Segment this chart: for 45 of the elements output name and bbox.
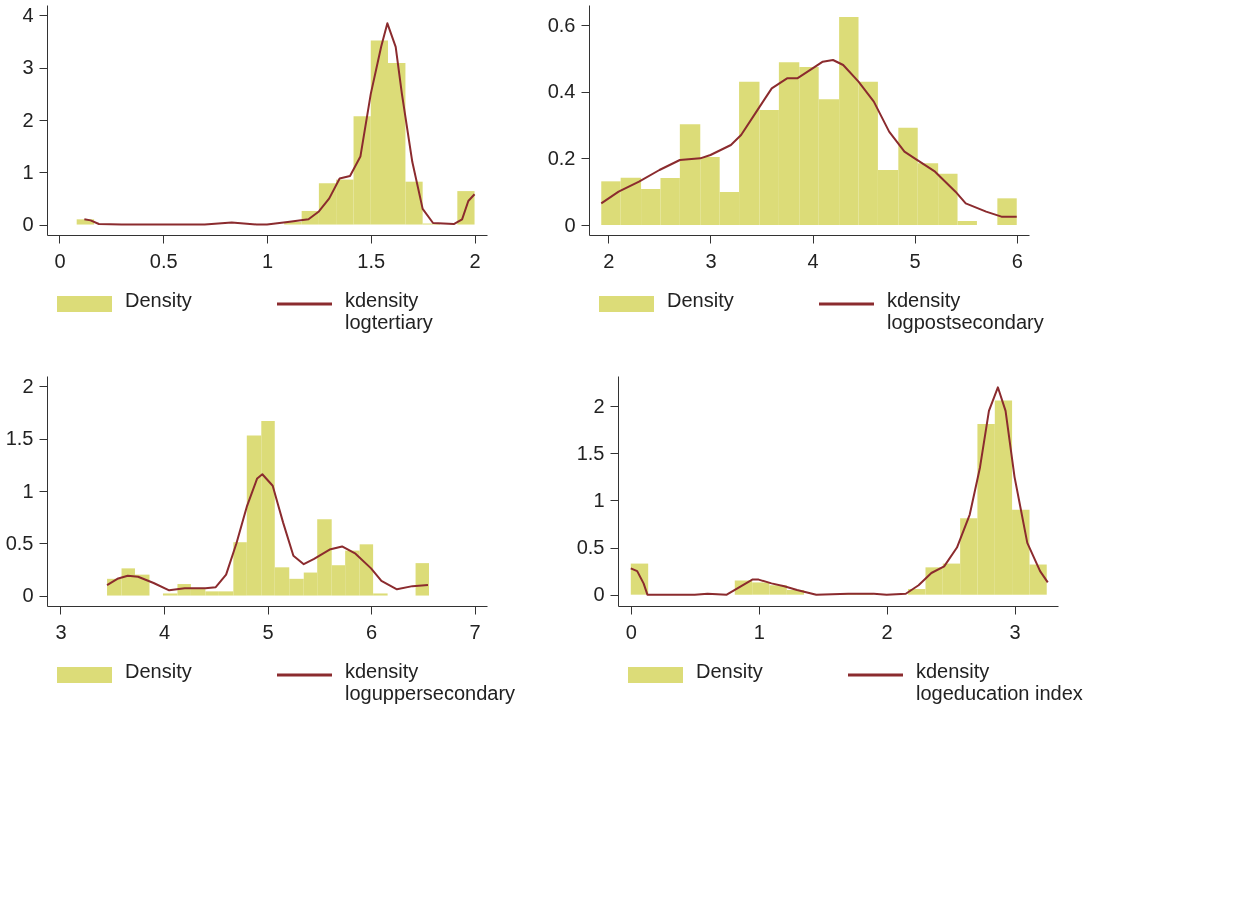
y-tick-label: 1 bbox=[593, 488, 605, 511]
y-tick-label: 4 bbox=[22, 3, 34, 26]
y-tick-label: 2 bbox=[22, 108, 34, 131]
legend-label: kdensity loguppersecondary bbox=[345, 660, 516, 704]
y-tick-label: 0.6 bbox=[547, 13, 576, 36]
y-tick-label: 0 bbox=[22, 584, 34, 607]
x-tick-label: 2 bbox=[881, 620, 893, 643]
x-tick-label: 3 bbox=[1009, 620, 1021, 643]
legend-label: Density bbox=[125, 660, 192, 682]
x-tick-label: 0 bbox=[54, 249, 66, 272]
y-tick-label: 3 bbox=[22, 56, 34, 79]
legend-label: Density bbox=[667, 289, 734, 311]
y-tick-label: 0.2 bbox=[547, 146, 576, 169]
x-tick-label: 1 bbox=[753, 620, 765, 643]
x-tick-label: 7 bbox=[469, 620, 481, 643]
legend-label: kdensity logpostsecondary bbox=[887, 289, 1044, 333]
x-tick-label: 4 bbox=[807, 249, 819, 272]
x-tick-label: 5 bbox=[909, 249, 921, 272]
x-tick-label: 0.5 bbox=[149, 249, 178, 272]
y-tick-label: 0 bbox=[22, 213, 34, 236]
y-tick-label: 1 bbox=[22, 479, 34, 502]
x-tick-label: 6 bbox=[1011, 249, 1023, 272]
x-tick-label: 6 bbox=[365, 620, 378, 643]
x-tick-label: 5 bbox=[262, 620, 274, 643]
x-tick-label: 0 bbox=[625, 620, 637, 643]
y-tick-label: 2 bbox=[593, 394, 605, 417]
x-tick-label: 4 bbox=[158, 620, 171, 643]
legend-label: Density bbox=[125, 289, 192, 311]
y-tick-label: 1.5 bbox=[5, 427, 34, 450]
x-tick-label: 1.5 bbox=[357, 249, 386, 272]
legend-label: Density bbox=[696, 660, 763, 682]
y-tick-label: 0 bbox=[564, 213, 576, 236]
y-tick-label: 0 bbox=[593, 583, 605, 606]
y-tick-label: 1 bbox=[22, 160, 34, 183]
x-tick-label: 1 bbox=[261, 249, 274, 272]
y-tick-label: 0.4 bbox=[547, 80, 576, 103]
x-tick-label: 3 bbox=[705, 249, 717, 272]
x-tick-label: 2 bbox=[469, 249, 481, 272]
legend-label: kdensity logeducation index bbox=[916, 660, 1083, 704]
x-tick-label: 3 bbox=[55, 620, 67, 643]
y-tick-label: 1.5 bbox=[576, 441, 605, 464]
legend-label: kdensity logtertiary bbox=[345, 289, 433, 333]
y-tick-label: 0.5 bbox=[5, 531, 34, 554]
y-tick-label: 0.5 bbox=[576, 536, 605, 559]
y-tick-label: 2 bbox=[22, 374, 34, 397]
